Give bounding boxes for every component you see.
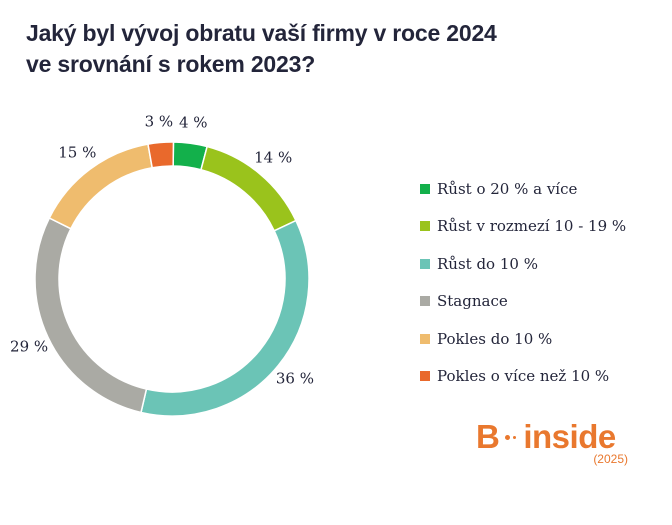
legend-swatch	[420, 221, 430, 232]
legend-label: Růst o 20 % a více	[437, 179, 578, 198]
slice-value-label-5: 15 %	[58, 144, 96, 162]
chart-legend: Růst o 20 % a více Růst v rozmezí 10 - 19…	[420, 170, 626, 395]
slice-value-label-6: 3 %	[145, 113, 174, 131]
legend-swatch	[420, 296, 430, 307]
chart-title-line-2: ve srovnání s rokem 2023?	[26, 51, 316, 77]
legend-swatch	[420, 183, 430, 194]
legend-item-6: Pokles o více než 10 %	[420, 358, 626, 396]
legend-swatch	[420, 258, 430, 269]
legend-item-4: Stagnace	[420, 283, 626, 321]
slice-value-label-4: 29 %	[10, 337, 48, 355]
brand-logo: B inside (2025)	[476, 418, 636, 466]
legend-item-1: Růst o 20 % a více	[420, 170, 626, 208]
legend-label: Růst v rozmezí 10 - 19 %	[437, 217, 627, 236]
legend-swatch	[420, 371, 430, 382]
slice-value-label-3: 36 %	[276, 369, 314, 387]
legend-item-3: Růst do 10 %	[420, 245, 626, 283]
legend-item-5: Pokles do 10 %	[420, 320, 626, 358]
brand-logo-letter: B	[476, 418, 500, 455]
slice-value-label-1: 4 %	[179, 113, 208, 131]
brand-logo-word: inside	[523, 418, 616, 455]
slice-value-label-2: 14 %	[254, 149, 292, 167]
chart-title: Jaký byl vývoj obratu vaší firmy v roce …	[26, 18, 626, 80]
legend-label: Pokles do 10 %	[437, 329, 553, 348]
donut-slice-6	[147, 141, 175, 169]
donut-slice-4	[34, 216, 148, 414]
legend-label: Pokles o více než 10 %	[437, 367, 610, 386]
legend-label: Růst do 10 %	[437, 254, 538, 273]
brand-year: (2025)	[593, 452, 628, 466]
brand-logo-dots	[505, 434, 517, 440]
legend-label: Stagnace	[437, 292, 508, 311]
chart-title-line-1: Jaký byl vývoj obratu vaší firmy v roce …	[26, 20, 497, 46]
legend-item-2: Růst v rozmezí 10 - 19 %	[420, 208, 626, 246]
legend-swatch	[420, 333, 430, 344]
